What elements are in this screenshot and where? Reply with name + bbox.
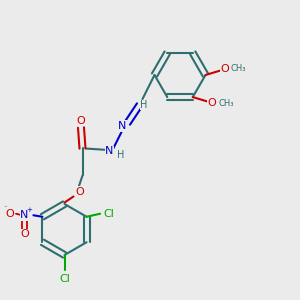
Text: +: + [27, 207, 32, 213]
Text: N: N [105, 146, 114, 157]
Text: N: N [118, 121, 126, 131]
Text: H: H [140, 100, 148, 110]
Text: O: O [6, 209, 14, 219]
Text: H: H [117, 150, 124, 161]
Text: CH₃: CH₃ [231, 64, 246, 73]
Text: Cl: Cl [59, 274, 70, 284]
Text: O: O [20, 229, 29, 239]
Text: ⁻: ⁻ [3, 205, 7, 211]
Text: O: O [220, 64, 230, 74]
Text: Cl: Cl [103, 209, 115, 219]
Text: O: O [75, 187, 84, 197]
Text: O: O [208, 98, 217, 108]
Text: CH₃: CH₃ [218, 99, 233, 108]
Text: N: N [20, 210, 28, 220]
Text: O: O [76, 116, 85, 126]
